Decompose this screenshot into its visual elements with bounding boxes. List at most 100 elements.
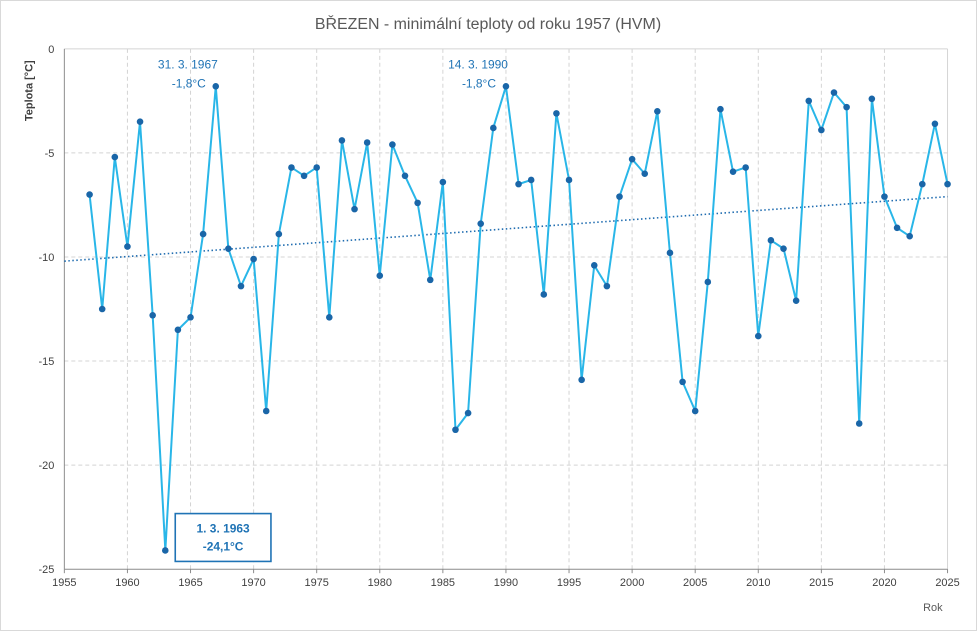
series-line xyxy=(88,85,949,552)
data-point-2024 xyxy=(931,120,939,128)
data-point-1998 xyxy=(603,282,611,290)
data-point-2002 xyxy=(654,107,661,115)
data-point-2011 xyxy=(767,237,775,244)
data-point-2003 xyxy=(666,249,674,257)
trend-line xyxy=(64,195,948,262)
x-tick-label: 1995 xyxy=(557,577,581,589)
x-tick-label: 2020 xyxy=(872,577,896,589)
x-tick-label: 2015 xyxy=(809,577,833,589)
data-point-1967 xyxy=(212,83,220,90)
x-tick-label: 1980 xyxy=(368,577,392,589)
data-point-1990 xyxy=(502,83,510,90)
annotation-value: -1,8°C xyxy=(462,76,496,90)
data-point-1958 xyxy=(98,305,106,313)
data-point-2004 xyxy=(679,378,686,386)
data-point-2022 xyxy=(906,232,913,240)
data-point-1977 xyxy=(338,137,346,144)
data-point-2010 xyxy=(754,332,762,340)
data-point-1982 xyxy=(401,172,409,180)
data-point-1975 xyxy=(313,164,320,171)
data-point-1964 xyxy=(174,326,182,334)
x-tick-label: 2005 xyxy=(683,577,707,589)
annotation-box xyxy=(174,512,272,563)
annotation-value: -24,1°C xyxy=(203,539,244,553)
data-point-1989 xyxy=(490,124,497,132)
data-point-1992 xyxy=(527,176,535,184)
y-tick-label: -5 xyxy=(45,148,55,160)
series-polyline xyxy=(88,85,949,552)
data-point-2020 xyxy=(881,193,888,200)
data-point-1993 xyxy=(540,291,548,298)
data-point-1963 xyxy=(161,547,169,554)
data-point-1987 xyxy=(464,409,472,417)
x-tick-label: 1960 xyxy=(115,577,139,589)
data-point-1969 xyxy=(237,282,245,290)
y-tick-label: 0 xyxy=(48,44,54,56)
x-axis-label: Rok xyxy=(923,602,943,614)
data-point-2021 xyxy=(893,224,901,232)
data-point-2000 xyxy=(628,155,636,163)
data-point-1999 xyxy=(616,193,623,200)
data-point-1965 xyxy=(187,314,194,321)
x-tick-label: 1970 xyxy=(241,577,265,589)
data-point-2009 xyxy=(742,164,749,171)
y-tick-label: -10 xyxy=(39,252,55,264)
x-tick-label: 2000 xyxy=(620,577,644,589)
annotations: 31. 3. 1967 -1,8°C 14. 3. 1990 -1,8°C 1. 3. … xyxy=(158,57,508,563)
x-tick-label: 1965 xyxy=(178,577,202,589)
y-axis-label: Teplota [°C] xyxy=(23,60,35,121)
trendline xyxy=(64,195,948,262)
data-point-2014 xyxy=(805,97,813,105)
x-tick-label: 1985 xyxy=(431,577,455,589)
data-point-2001 xyxy=(641,170,649,178)
x-tick-labels: 1955 1960 1965 1970 1975 1980 1985 1990 1995 2000… xyxy=(52,569,960,589)
data-point-1966 xyxy=(199,230,207,238)
annotation-value: -1,8°C xyxy=(172,76,206,90)
data-point-1962 xyxy=(149,311,156,319)
data-point-1997 xyxy=(590,262,598,269)
data-point-1957 xyxy=(86,191,93,198)
data-point-2018 xyxy=(855,420,863,427)
data-point-2019 xyxy=(868,95,876,103)
grid xyxy=(64,48,949,570)
data-point-1976 xyxy=(326,314,333,321)
y-tick-label: -15 xyxy=(39,356,55,368)
annotation-date: 14. 3. 1990 xyxy=(448,57,508,71)
annotation-date: 1. 3. 1963 xyxy=(197,522,251,536)
data-point-2006 xyxy=(704,278,712,286)
data-point-2016 xyxy=(830,89,838,96)
x-tick-label: 2010 xyxy=(746,577,770,589)
x-tick-label: 1975 xyxy=(305,577,329,589)
data-point-1972 xyxy=(275,230,283,238)
data-point-1970 xyxy=(250,255,257,263)
annotation-date: 31. 3. 1967 xyxy=(158,57,218,71)
x-tick-label: 2025 xyxy=(935,577,959,589)
data-point-1985 xyxy=(439,178,447,186)
data-point-2015 xyxy=(818,126,825,134)
y-tick-label: -20 xyxy=(39,460,55,472)
y-tick-labels: 0 -5 -10 -15 -20 -25 xyxy=(39,44,55,576)
data-point-1988 xyxy=(477,220,485,227)
data-point-1991 xyxy=(515,180,522,188)
data-point-1980 xyxy=(376,272,384,280)
data-point-1961 xyxy=(136,118,144,125)
data-point-1960 xyxy=(124,243,131,250)
data-point-1979 xyxy=(363,139,371,146)
data-point-1959 xyxy=(111,153,119,161)
data-point-1981 xyxy=(389,141,396,148)
data-point-1971 xyxy=(262,407,270,415)
data-point-2017 xyxy=(843,103,850,111)
data-point-1968 xyxy=(225,245,232,252)
x-tick-label: 1990 xyxy=(494,577,518,589)
data-point-1974 xyxy=(300,172,308,180)
data-point-1996 xyxy=(578,376,585,384)
data-point-2008 xyxy=(729,168,737,175)
x-tick-label: 1955 xyxy=(52,577,76,589)
chart-title: BŘEZEN - minimální teploty od roku 1957 … xyxy=(315,14,661,33)
data-points xyxy=(86,83,951,554)
data-point-1984 xyxy=(426,276,434,284)
data-point-1973 xyxy=(288,164,295,171)
data-point-1983 xyxy=(414,199,421,207)
data-point-2013 xyxy=(792,297,800,304)
